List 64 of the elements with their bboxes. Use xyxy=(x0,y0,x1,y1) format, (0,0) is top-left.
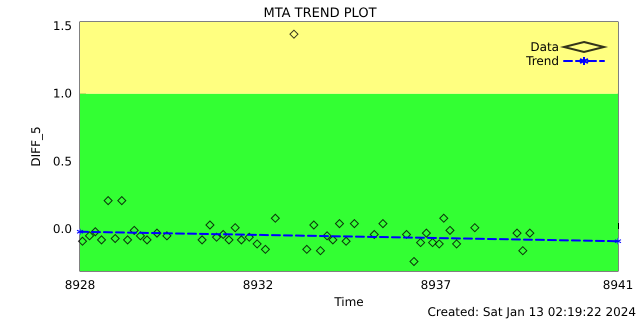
point xyxy=(512,228,522,238)
point xyxy=(309,220,318,230)
point xyxy=(244,232,254,242)
y-tick-label: 0.5 xyxy=(52,154,72,168)
point xyxy=(152,228,162,238)
point xyxy=(370,230,379,239)
point xyxy=(90,227,100,236)
point xyxy=(422,228,431,238)
x-tick-label: 8932 xyxy=(242,278,274,292)
point xyxy=(85,231,94,240)
point xyxy=(260,244,270,254)
text: Created: Sat Jan 13 02:19:22 2024 xyxy=(428,305,636,319)
legend-label: Data xyxy=(530,40,559,54)
x-tick-label: 8937 xyxy=(420,278,452,292)
point xyxy=(434,239,444,248)
point xyxy=(136,231,145,240)
point xyxy=(198,235,207,244)
y-tick-label: 1.5 xyxy=(52,19,72,34)
point xyxy=(428,238,438,248)
point xyxy=(230,223,240,232)
chart-title: MTA TREND PLOT xyxy=(263,6,377,21)
point xyxy=(117,196,126,206)
point xyxy=(402,230,412,239)
point xyxy=(445,226,454,235)
point xyxy=(316,246,325,256)
point xyxy=(270,214,280,223)
point xyxy=(409,257,418,266)
legend-label: Trend xyxy=(525,54,559,68)
point xyxy=(76,228,84,236)
point xyxy=(252,239,262,248)
y-tick-label: 1.0 xyxy=(52,86,72,101)
point xyxy=(130,226,139,235)
point xyxy=(350,219,359,228)
point xyxy=(452,239,462,248)
point xyxy=(302,244,312,254)
point xyxy=(416,238,426,248)
point xyxy=(104,196,113,206)
point xyxy=(289,30,298,39)
point xyxy=(322,231,332,240)
point xyxy=(525,228,534,238)
point xyxy=(236,235,246,244)
point xyxy=(378,219,388,228)
point xyxy=(218,230,228,239)
point xyxy=(142,235,152,244)
point xyxy=(518,246,528,256)
point xyxy=(224,235,234,244)
point xyxy=(123,235,132,244)
y-tick-label: 0.0 xyxy=(52,222,72,236)
point xyxy=(334,219,344,228)
x-tick-label: 8928 xyxy=(64,278,96,292)
x-axis-title: Time xyxy=(333,294,364,309)
x-tick-label: 8941 xyxy=(602,278,634,292)
point xyxy=(212,232,222,242)
point xyxy=(342,236,351,246)
point xyxy=(205,220,214,230)
y-axis-title: DIFF_5 xyxy=(29,126,44,167)
point xyxy=(439,214,448,223)
point xyxy=(78,236,87,246)
point xyxy=(328,235,338,244)
point xyxy=(110,234,120,244)
point xyxy=(97,235,106,244)
point xyxy=(614,238,622,245)
point xyxy=(470,223,480,232)
point xyxy=(162,231,172,240)
